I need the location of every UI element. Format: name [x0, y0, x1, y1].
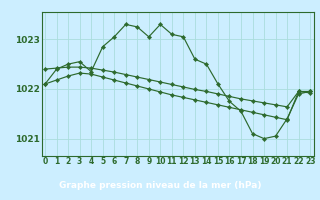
- Text: Graphe pression niveau de la mer (hPa): Graphe pression niveau de la mer (hPa): [59, 182, 261, 190]
